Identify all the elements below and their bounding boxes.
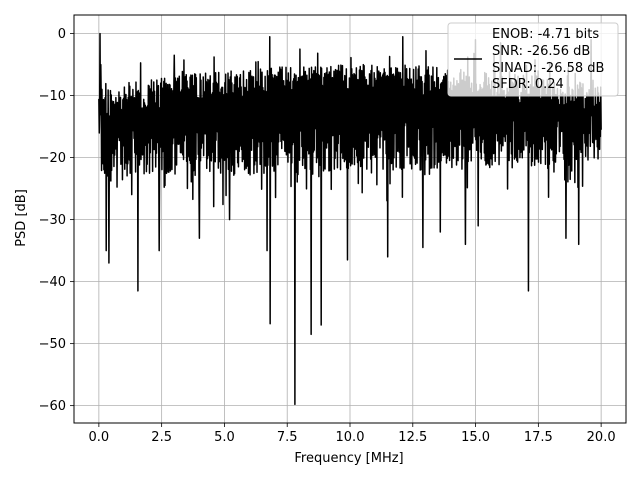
y-tick-label: −60 (39, 399, 66, 414)
x-tick-label: 0.0 (89, 430, 110, 445)
y-axis-label: PSD [dB] (14, 189, 29, 247)
x-tick-label: 12.5 (398, 430, 427, 445)
x-axis-ticks: 0.0 2.5 5.0 7.5 10.0 12.5 15.0 17.5 20.0 (89, 423, 616, 445)
x-tick-label: 7.5 (277, 430, 298, 445)
y-tick-label: −10 (39, 89, 66, 104)
x-axis-label: Frequency [MHz] (294, 451, 403, 466)
x-tick-label: 20.0 (587, 430, 616, 445)
y-axis-ticks: 0 −10 −20 −30 −40 −50 −60 (39, 27, 74, 414)
x-tick-label: 17.5 (524, 430, 553, 445)
legend-box (447, 22, 619, 97)
legend-sinad: SINAD: -26.58 dB (492, 61, 604, 76)
psd-trace (98, 32, 602, 406)
y-tick-label: −30 (39, 213, 66, 228)
legend-enob: ENOB: -4.71 bits (492, 27, 599, 42)
y-tick-label: 0 (58, 27, 66, 42)
x-tick-label: 15.0 (461, 430, 490, 445)
y-tick-label: −50 (39, 337, 66, 352)
psd-series-line (98, 32, 602, 406)
legend: ENOB: -4.71 bits SNR: -26.56 dB SINAD: -… (447, 22, 619, 97)
legend-snr: SNR: -26.56 dB (492, 44, 590, 59)
y-tick-label: −40 (39, 275, 66, 290)
x-tick-label: 10.0 (336, 430, 365, 445)
x-tick-label: 2.5 (151, 430, 172, 445)
y-tick-label: −20 (39, 151, 66, 166)
x-tick-label: 5.0 (214, 430, 235, 445)
legend-sfdr: SFDR: 0.24 (492, 77, 564, 92)
